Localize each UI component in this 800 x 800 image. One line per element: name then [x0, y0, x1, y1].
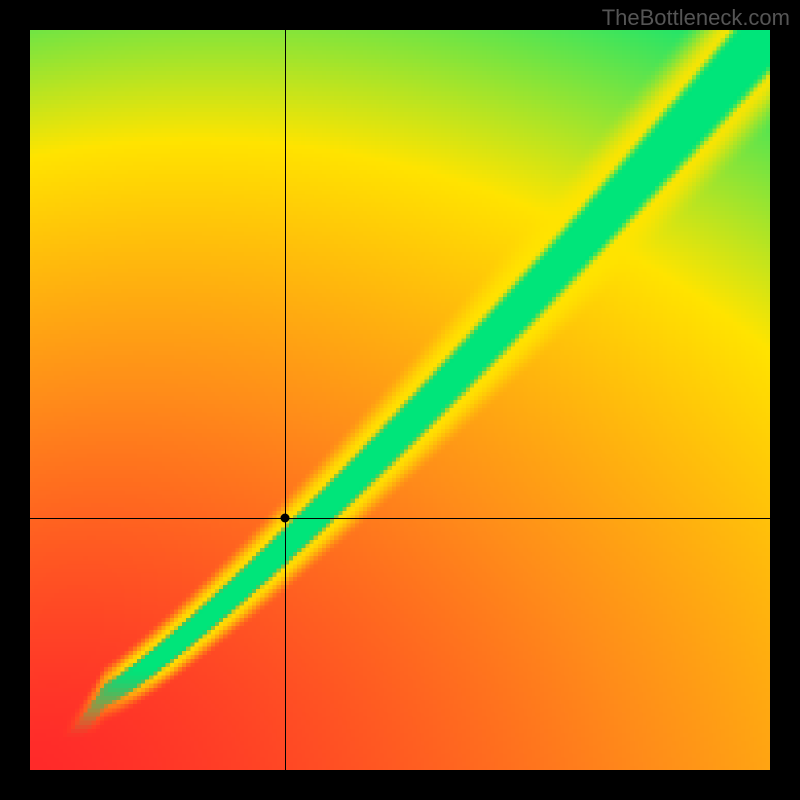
page-root: TheBottleneck.com: [0, 0, 800, 800]
crosshair-horizontal: [30, 518, 770, 519]
bottleneck-heatmap: [30, 30, 770, 770]
data-point-marker: [281, 514, 290, 523]
gradient-field: [30, 30, 770, 770]
watermark-text: TheBottleneck.com: [602, 5, 790, 31]
crosshair-vertical: [285, 30, 286, 770]
